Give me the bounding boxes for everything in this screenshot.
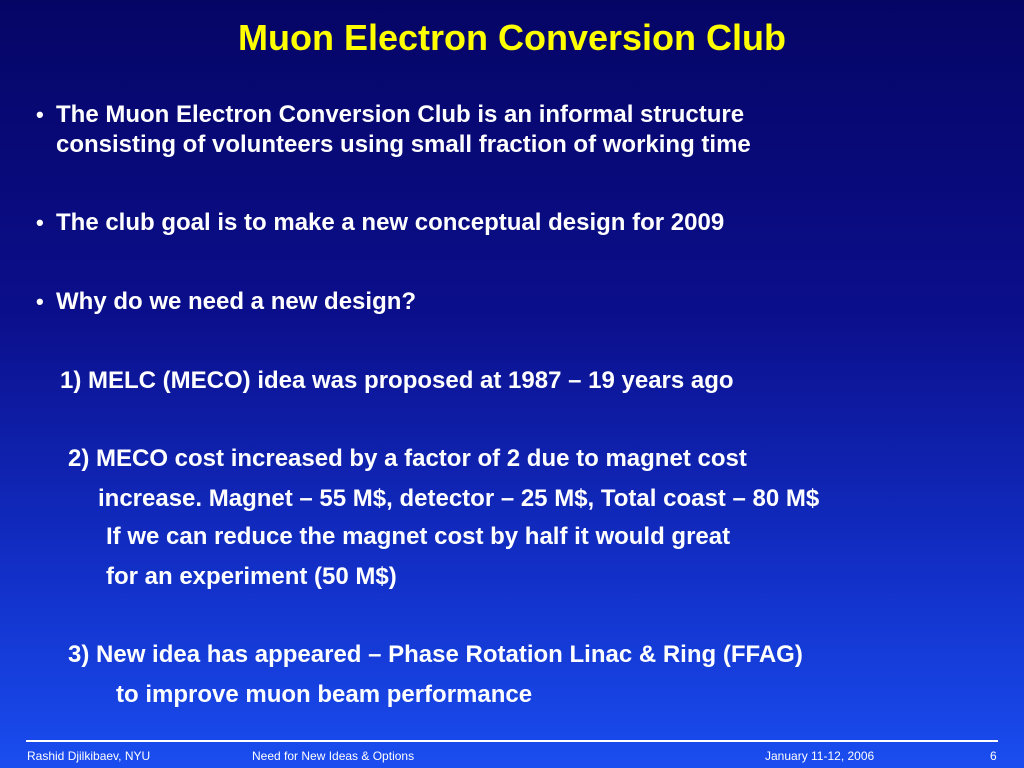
footer-date: January 11-12, 2006 <box>765 749 875 763</box>
item-2-line-1: 2) MECO cost increased by a factor of 2 … <box>68 445 747 472</box>
bullet-2-line-1: The club goal is to make a new conceptua… <box>56 209 725 236</box>
slide-title: Muon Electron Conversion Club <box>237 17 786 58</box>
item-2-line-3: If we can reduce the magnet cost by half… <box>106 523 731 550</box>
bullet-3-line-1: Why do we need a new design? <box>56 288 417 315</box>
item-3-line-2: to improve muon beam performance <box>116 681 533 708</box>
bullet-1-line-2: consisting of volunteers using small fra… <box>56 131 751 158</box>
item-2-line-2: increase. Magnet – 55 M$, detector – 25 … <box>98 485 820 512</box>
footer-page-number: 6 <box>990 749 997 763</box>
bullet-1-line-1: The Muon Electron Conversion Club is an … <box>56 101 745 128</box>
footer-author: Rashid Djilkibaev, NYU <box>27 749 151 763</box>
item-1-line-1: 1) MELC (MECO) idea was proposed at 1987… <box>60 367 734 394</box>
item-3-line-1: 3) New idea has appeared – Phase Rotatio… <box>68 641 803 668</box>
footer-topic: Need for New Ideas & Options <box>252 749 415 763</box>
item-2-line-4: for an experiment (50 M$) <box>106 563 397 590</box>
bullet-marker: • <box>36 210 44 235</box>
bullet-marker: • <box>36 289 44 314</box>
footer-divider <box>26 740 998 742</box>
bullet-marker: • <box>36 102 44 127</box>
